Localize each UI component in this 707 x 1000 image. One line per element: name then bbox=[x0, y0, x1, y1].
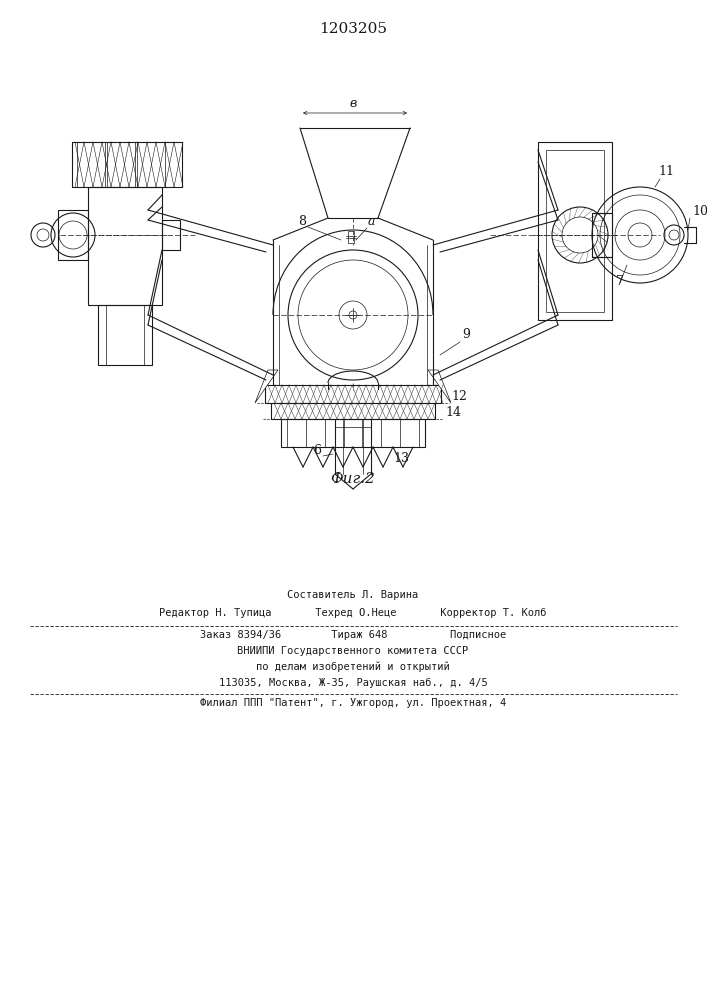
Text: Фиг.2: Фиг.2 bbox=[331, 472, 375, 486]
Text: 11: 11 bbox=[658, 165, 674, 178]
Text: 7: 7 bbox=[616, 275, 624, 288]
Bar bbox=[592, 213, 612, 257]
Bar bbox=[162, 220, 180, 250]
Text: Заказ 8394/36        Тираж 648          Подписное: Заказ 8394/36 Тираж 648 Подписное bbox=[200, 630, 506, 640]
Text: ВНИИПИ Государственного комитета СССР: ВНИИПИ Государственного комитета СССР bbox=[238, 646, 469, 656]
Bar bbox=[88, 187, 162, 305]
Text: 9: 9 bbox=[462, 328, 470, 341]
Bar bbox=[546, 150, 604, 312]
Text: 10: 10 bbox=[692, 205, 707, 218]
Text: 1203205: 1203205 bbox=[319, 22, 387, 36]
Bar bbox=[348, 231, 354, 243]
Bar bbox=[137, 142, 165, 187]
Bar bbox=[98, 305, 152, 365]
Text: в: в bbox=[349, 97, 356, 110]
Text: 14: 14 bbox=[445, 406, 461, 419]
Text: 13: 13 bbox=[393, 452, 409, 465]
Text: 8: 8 bbox=[298, 215, 306, 228]
Bar bbox=[538, 142, 612, 320]
Bar bbox=[265, 385, 441, 403]
Bar bbox=[77, 142, 105, 187]
Text: а: а bbox=[368, 215, 375, 228]
Text: Составитель Л. Варина: Составитель Л. Варина bbox=[287, 590, 419, 600]
Text: Редактор Н. Тупица       Техред О.Неце       Корректор Т. Колб: Редактор Н. Тупица Техред О.Неце Коррект… bbox=[159, 608, 547, 618]
Bar bbox=[72, 142, 182, 187]
Text: Филиал ППП "Патент", г. Ужгород, ул. Проектная, 4: Филиал ППП "Патент", г. Ужгород, ул. Про… bbox=[200, 698, 506, 708]
Polygon shape bbox=[255, 370, 278, 403]
Bar bbox=[106, 305, 144, 365]
Polygon shape bbox=[428, 370, 451, 403]
Bar bbox=[271, 403, 435, 419]
Bar bbox=[281, 419, 425, 447]
Bar bbox=[107, 142, 135, 187]
Text: по делам изобретений и открытий: по делам изобретений и открытий bbox=[256, 662, 450, 672]
Text: 6: 6 bbox=[313, 444, 321, 457]
Text: 113035, Москва, Ж-35, Раушская наб., д. 4/5: 113035, Москва, Ж-35, Раушская наб., д. … bbox=[218, 678, 487, 688]
Text: 12: 12 bbox=[451, 390, 467, 403]
Bar bbox=[58, 210, 88, 260]
